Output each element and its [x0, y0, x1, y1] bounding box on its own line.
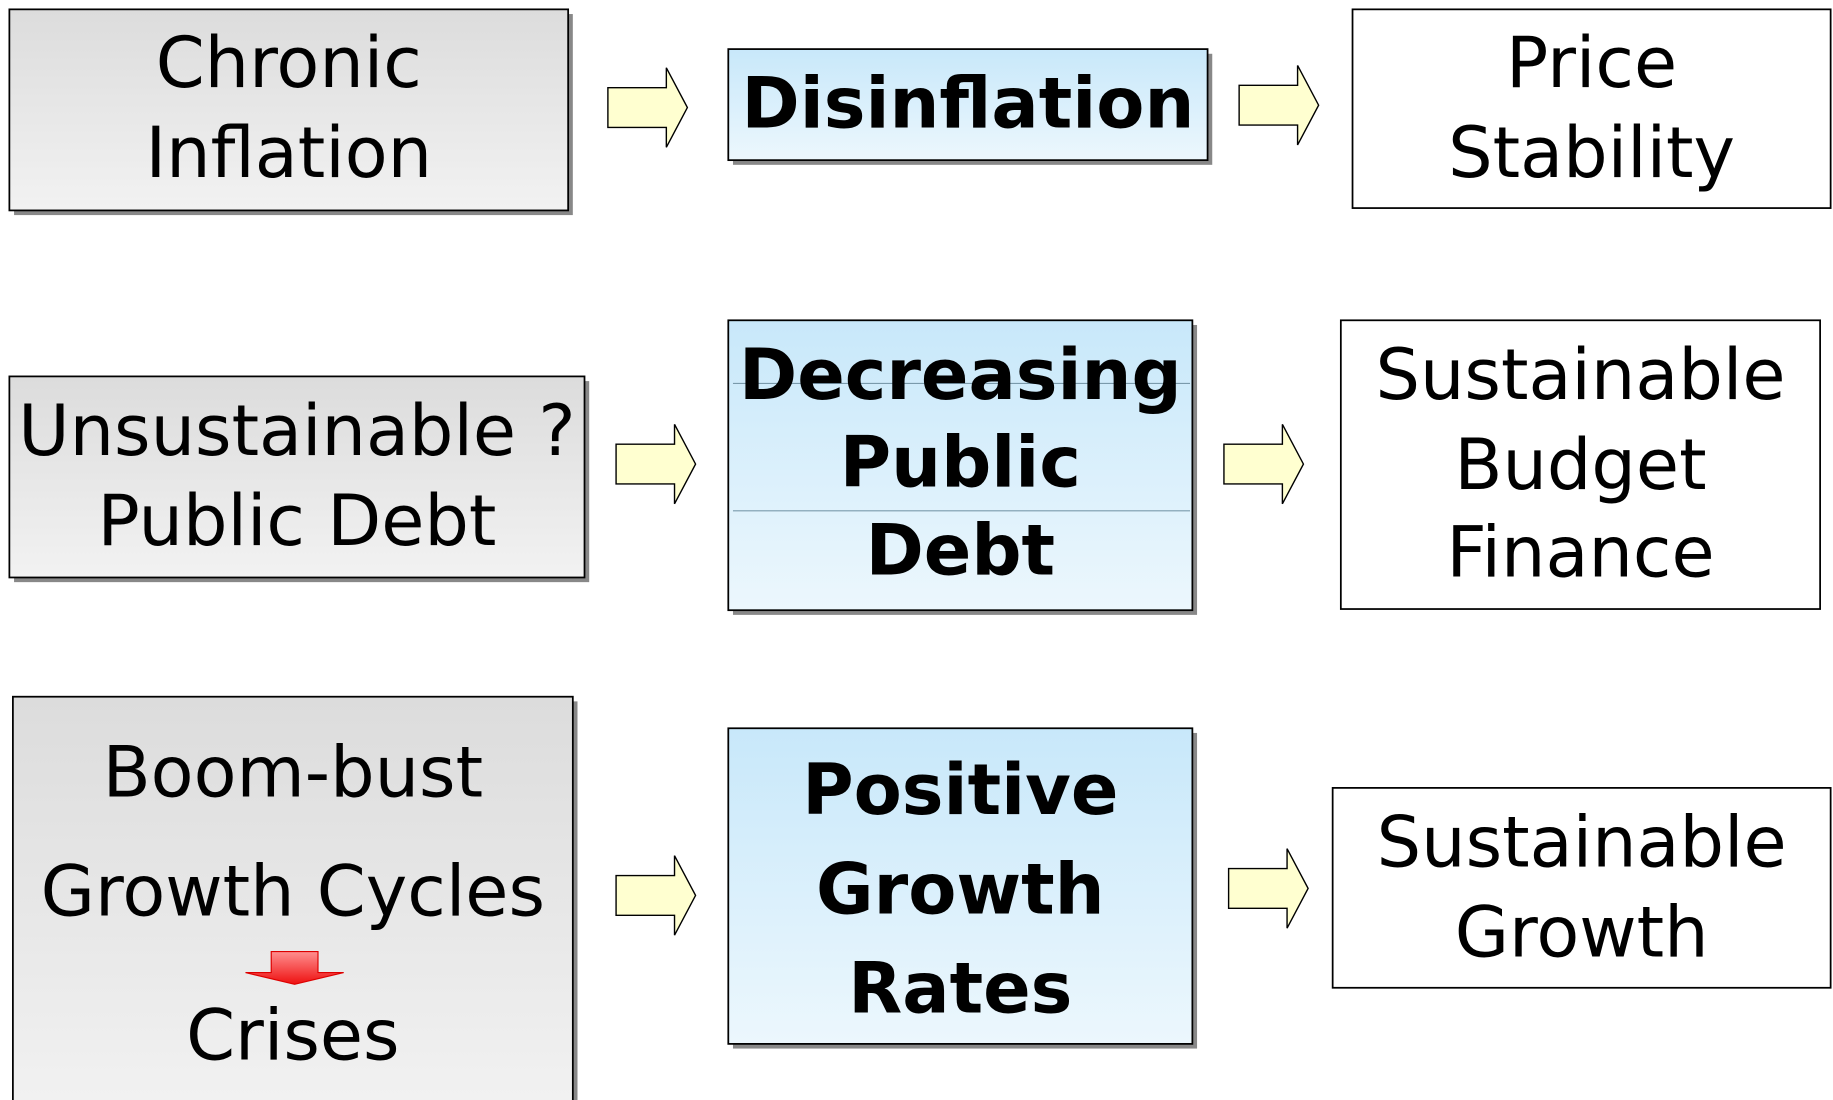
flow-arrow — [607, 67, 689, 148]
policy-text: Rates — [848, 948, 1072, 1030]
policy-box: Disinflation — [727, 48, 1213, 165]
policy-box: Positive Growth Rates — [727, 727, 1198, 1049]
flow-arrow — [615, 855, 697, 936]
outcome-text: Price — [1506, 22, 1677, 104]
problem-text: Unsustainable ? — [18, 390, 575, 472]
box — [12, 695, 574, 1100]
outcome-text: Budget — [1454, 424, 1706, 506]
flow-arrow — [615, 424, 697, 505]
box — [727, 727, 1194, 1045]
flow-arrow — [1223, 424, 1305, 505]
problem-text: Crises — [186, 994, 400, 1076]
outcome-text: Stability — [1448, 112, 1735, 194]
problem-text: Boom-bust — [103, 731, 484, 813]
box — [8, 375, 586, 579]
box — [1339, 319, 1821, 610]
problem-text: Public Debt — [97, 480, 496, 562]
outcome-text: Sustainable — [1377, 802, 1787, 884]
policy-text: Disinflation — [741, 63, 1194, 145]
box — [727, 48, 1209, 162]
policy-text: Debt — [866, 509, 1056, 591]
flow-arrow — [1238, 65, 1320, 146]
box — [1331, 787, 1832, 989]
box — [1351, 8, 1832, 209]
outcome-text: Finance — [1446, 512, 1714, 594]
problem-box: Unsustainable ?Public Debt — [8, 375, 590, 583]
box — [8, 8, 570, 212]
policy-text: Positive — [802, 749, 1118, 831]
box — [727, 319, 1194, 612]
problem-box: Boom-bust Growth Cycles Crises — [12, 695, 578, 1100]
problem-text: Inflation — [145, 112, 432, 194]
outcome-text: Sustainable — [1375, 334, 1785, 416]
policy-text: Decreasing — [739, 334, 1182, 416]
flow-arrow — [1227, 848, 1309, 929]
problem-text: Chronic — [156, 22, 422, 104]
down-arrow — [245, 950, 344, 985]
policy-text: Growth — [816, 848, 1105, 930]
policy-text: Public — [840, 422, 1081, 504]
problem-text: Growth Cycles — [41, 851, 545, 933]
outcome-text: Growth — [1455, 892, 1709, 974]
